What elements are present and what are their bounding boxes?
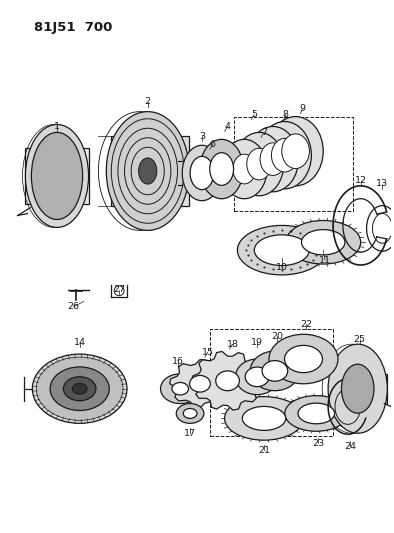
Text: 22: 22: [301, 320, 312, 329]
Ellipse shape: [200, 139, 243, 199]
Ellipse shape: [50, 367, 109, 410]
Ellipse shape: [282, 134, 309, 168]
Ellipse shape: [183, 408, 197, 418]
Ellipse shape: [342, 364, 374, 413]
Ellipse shape: [190, 375, 210, 392]
Text: 81J51  700: 81J51 700: [34, 21, 113, 34]
Text: 23: 23: [312, 439, 324, 448]
Ellipse shape: [36, 357, 123, 421]
Text: 24: 24: [344, 442, 356, 450]
Ellipse shape: [238, 225, 326, 275]
Ellipse shape: [216, 371, 240, 391]
Ellipse shape: [176, 403, 204, 423]
Ellipse shape: [114, 286, 124, 296]
Text: 11: 11: [319, 255, 331, 264]
Ellipse shape: [225, 397, 303, 440]
Ellipse shape: [236, 359, 279, 394]
Ellipse shape: [32, 132, 83, 220]
Polygon shape: [331, 374, 387, 403]
Polygon shape: [111, 136, 189, 206]
Ellipse shape: [245, 367, 269, 386]
Bar: [210, 329, 333, 436]
Ellipse shape: [26, 125, 89, 228]
Ellipse shape: [250, 351, 299, 391]
Text: 16: 16: [172, 358, 184, 367]
Ellipse shape: [172, 383, 188, 395]
Text: 2: 2: [145, 97, 151, 106]
Ellipse shape: [298, 403, 335, 424]
Ellipse shape: [72, 383, 87, 394]
Ellipse shape: [139, 158, 157, 184]
Text: 10: 10: [276, 263, 288, 272]
Text: 13: 13: [376, 180, 388, 188]
Ellipse shape: [328, 344, 387, 433]
Ellipse shape: [234, 132, 284, 196]
Ellipse shape: [285, 395, 348, 431]
Ellipse shape: [222, 139, 267, 199]
Polygon shape: [26, 148, 89, 204]
Text: 19: 19: [251, 338, 263, 346]
Bar: [234, 117, 353, 211]
Ellipse shape: [301, 230, 345, 255]
Text: 8: 8: [283, 110, 289, 119]
Text: 26: 26: [68, 302, 80, 311]
Text: 5: 5: [251, 110, 257, 119]
Text: 4: 4: [225, 122, 230, 131]
Text: 21: 21: [258, 446, 270, 455]
Text: 3: 3: [199, 132, 205, 141]
Ellipse shape: [254, 235, 309, 265]
Ellipse shape: [32, 354, 127, 423]
Text: 27: 27: [113, 285, 125, 294]
Ellipse shape: [258, 122, 311, 189]
Ellipse shape: [182, 146, 222, 201]
Polygon shape: [192, 351, 263, 410]
Ellipse shape: [247, 148, 271, 180]
Ellipse shape: [190, 156, 214, 190]
Ellipse shape: [247, 126, 299, 192]
Polygon shape: [170, 360, 230, 408]
Ellipse shape: [210, 152, 234, 185]
Text: 25: 25: [354, 335, 366, 344]
Ellipse shape: [284, 345, 322, 373]
Ellipse shape: [262, 361, 288, 381]
Text: 12: 12: [355, 176, 367, 185]
Ellipse shape: [242, 407, 286, 430]
Ellipse shape: [260, 143, 286, 175]
Text: 20: 20: [271, 332, 283, 341]
Text: 7: 7: [261, 128, 267, 137]
Text: 14: 14: [74, 338, 85, 346]
Ellipse shape: [63, 377, 96, 401]
Text: 6: 6: [210, 140, 216, 149]
Text: 1: 1: [54, 122, 60, 131]
Text: 9: 9: [299, 104, 305, 113]
Ellipse shape: [286, 221, 361, 264]
Ellipse shape: [160, 374, 200, 403]
Ellipse shape: [269, 334, 338, 384]
Ellipse shape: [106, 111, 189, 230]
Ellipse shape: [271, 139, 298, 172]
Text: 17: 17: [184, 429, 196, 438]
Text: 15: 15: [202, 348, 214, 357]
Ellipse shape: [268, 117, 323, 186]
Text: 18: 18: [227, 340, 238, 349]
Ellipse shape: [233, 154, 256, 184]
